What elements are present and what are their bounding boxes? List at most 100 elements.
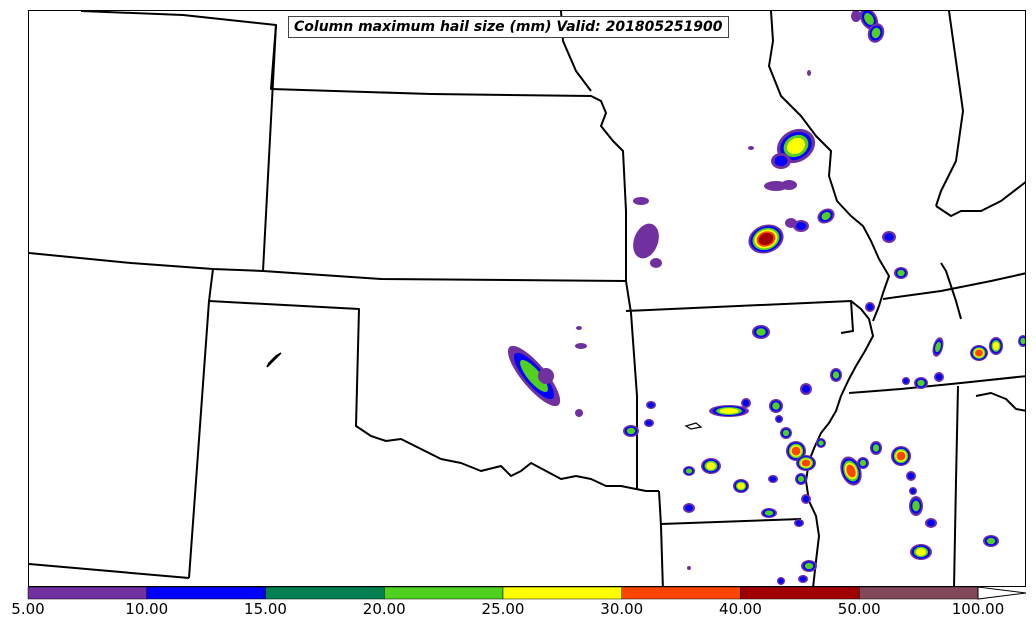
hail-contour: [866, 303, 874, 311]
colorbar-tick-label: 10.00: [125, 600, 169, 618]
hail-contour: [748, 146, 754, 150]
hail-contour: [864, 13, 874, 25]
hail-contour: [935, 341, 941, 353]
hail-contour: [520, 359, 548, 393]
hail-contour: [774, 155, 788, 167]
hail-contour: [802, 385, 810, 393]
border-il-ky-river: [935, 181, 1025, 217]
hail-contour: [706, 462, 716, 470]
hail-contour: [859, 459, 867, 467]
hail-contour: [801, 459, 811, 467]
colorbar-tick-label: 15.00: [244, 600, 287, 618]
hail-contour: [992, 341, 1000, 351]
hail-contour: [975, 349, 983, 357]
hail-contour: [896, 451, 906, 461]
hail-contour: [742, 399, 750, 407]
colorbar-tick-label: 5.00: [11, 600, 45, 618]
hail-contour: [776, 416, 782, 422]
hail-contour: [897, 269, 905, 277]
hail-contour: [846, 464, 856, 478]
hail-contour: [912, 500, 920, 512]
hail-contour: [575, 343, 587, 349]
hail-contour: [687, 566, 691, 570]
hail-contour: [781, 180, 797, 190]
map-canvas: [29, 11, 1025, 586]
colorbar-tick-label: 100.00: [951, 600, 1005, 618]
border-ms-al: [953, 385, 959, 586]
colorbar-segment: [27, 586, 147, 600]
colorbar-segment: [265, 586, 385, 600]
hail-contour: [538, 368, 554, 384]
border-tn: [848, 375, 1025, 394]
hail-contour: [871, 27, 881, 39]
hail-contour: [797, 475, 805, 483]
colorbar-tick-label: 20.00: [362, 600, 406, 618]
hail-contour: [1020, 337, 1025, 345]
border-mo-ar: [625, 300, 854, 334]
lake-kentucky: [940, 262, 962, 320]
border-mo-il: [768, 11, 890, 322]
colorbar-segment: [502, 586, 622, 600]
hail-contour: [719, 408, 739, 414]
hail-contour: [758, 232, 774, 246]
hail-contour: [756, 328, 766, 336]
hail-contour: [576, 326, 582, 330]
hail-contour: [626, 427, 636, 435]
colorbar-tick-label: 40.00: [719, 600, 762, 618]
hail-contour: [917, 379, 925, 387]
hail-contour: [927, 519, 935, 527]
hail-contour: [769, 476, 777, 482]
hail-cells: [507, 11, 1025, 585]
colorbar-segment: [621, 586, 741, 600]
border-nm-tx: [188, 300, 210, 579]
border-ar-tx: [658, 490, 664, 586]
map-panel: [28, 10, 1026, 587]
hail-contour: [764, 510, 774, 516]
border-tn-river: [975, 392, 1025, 412]
border-ne-ks: [80, 11, 627, 281]
hail-contour: [772, 402, 780, 410]
hail-contour: [786, 137, 806, 155]
map-title: Column maximum hail size (mm) Valid: 201…: [288, 16, 729, 38]
colorbar-segment: [859, 586, 979, 600]
hail-contour: [785, 218, 797, 228]
hail-contour: [818, 440, 824, 446]
hail-contour: [884, 233, 894, 241]
border-co-nm: [208, 268, 214, 302]
colorbar-segment: [146, 586, 266, 600]
border-ks-ok: [262, 270, 627, 282]
hail-contour: [802, 495, 810, 503]
border-ne-co: [262, 24, 277, 272]
hail-contour: [791, 446, 801, 456]
hail-contour: [851, 11, 861, 22]
border-ok-panhandle: [208, 300, 659, 492]
hail-contour: [685, 504, 693, 512]
border-mississippi: [805, 300, 874, 586]
hail-contour: [910, 488, 916, 494]
hail-contour: [647, 402, 655, 408]
border-ar-la: [660, 518, 802, 525]
hail-contour: [807, 70, 811, 76]
hail-contour: [821, 211, 831, 221]
hail-contour: [804, 562, 814, 570]
hail-contour: [575, 409, 583, 417]
hail-contour: [782, 429, 790, 437]
hail-contour: [737, 482, 745, 490]
colorbar: [27, 586, 1027, 600]
hail-contour: [986, 537, 996, 545]
hail-contour: [645, 420, 653, 426]
colorbar-tick-label: 30.00: [600, 600, 644, 618]
hail-contour: [832, 371, 840, 379]
hail-contour: [633, 223, 659, 259]
colorbar-extend-triangle: [977, 586, 1027, 600]
hail-contour: [650, 258, 662, 268]
hail-contour: [795, 222, 807, 230]
colorbar-tick-label: 25.00: [481, 600, 525, 618]
hail-contour: [872, 444, 880, 452]
hail-contour: [685, 468, 693, 474]
hail-contour: [907, 472, 915, 480]
hail-contour: [915, 548, 927, 556]
state-borders: [29, 11, 1025, 586]
colorbar-segment: [740, 586, 860, 600]
hail-contour: [778, 578, 784, 584]
